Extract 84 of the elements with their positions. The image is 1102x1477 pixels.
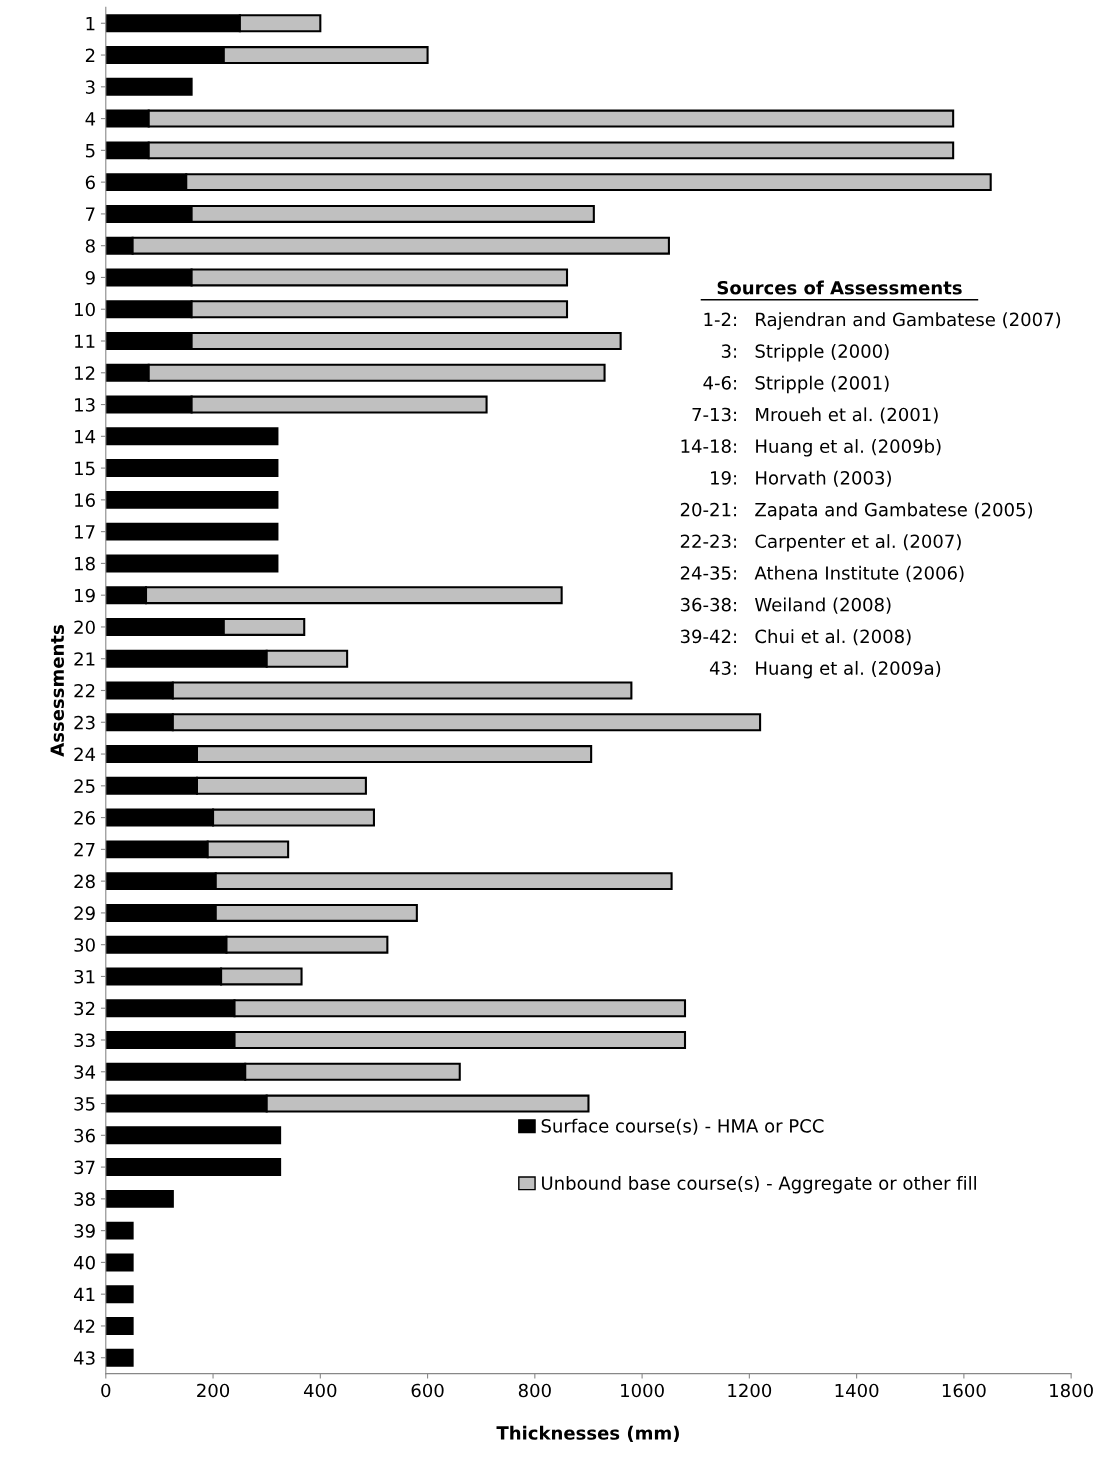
annotation: 14-18: Huang et al. (2009b): [681, 439, 941, 457]
y-tick-label: 24: [74, 747, 96, 761]
x-tick-label: 1200: [728, 1383, 772, 1398]
annotation: 1-2: Rajendran and Gambatese (2007): [704, 312, 1061, 330]
y-tick-label: 5: [85, 144, 95, 158]
y-tick-label: 25: [74, 779, 95, 793]
y-tick-label: 6: [85, 175, 95, 190]
x-tick-label: 1800: [1050, 1383, 1093, 1398]
x-axis-title: Thicknesses (mm): [496, 1425, 679, 1442]
annotation: 3: Stripple (2000): [721, 343, 889, 362]
y-tick-label: 38: [74, 1192, 95, 1206]
y-tick-label: 13: [75, 398, 95, 412]
bar: [105, 1158, 282, 1177]
y-tick-label: 18: [75, 556, 95, 571]
y-tick-label: 20: [74, 620, 95, 635]
y-tick-label: 19: [75, 588, 95, 603]
annotation: 22-23: Carpenter et al. (2007): [680, 534, 961, 552]
x-tick-label: 600: [411, 1383, 444, 1398]
y-tick-label: 29: [74, 906, 95, 921]
y-tick-label: 31: [74, 969, 95, 984]
y-tick-label: 32: [74, 1001, 95, 1016]
y-tick-label: 9: [85, 270, 95, 285]
y-tick-label: 11: [75, 334, 95, 348]
y-tick-label: 8: [85, 239, 95, 253]
bar: [105, 459, 279, 478]
x-tick-label: 800: [518, 1383, 551, 1398]
annotation: 19: Horvath (2003): [711, 470, 891, 487]
y-tick-label: 30: [74, 938, 95, 952]
y-tick-label: 7: [86, 207, 95, 221]
bar: [105, 522, 279, 541]
annotation: 36-38: Weiland (2008): [680, 597, 891, 614]
y-tick-label: 33: [74, 1033, 95, 1048]
y-tick-label: 36: [74, 1128, 95, 1143]
x-tick-label: 1400: [835, 1383, 879, 1398]
bar: [105, 1126, 282, 1145]
x-tick-label: 0: [101, 1383, 111, 1398]
y-tick-label: 43: [73, 1351, 95, 1365]
bar: [105, 427, 279, 446]
y-tick-label: 12: [75, 366, 95, 380]
y-tick-label: 23: [74, 715, 95, 730]
y-tick-label: 14: [75, 430, 96, 444]
y-tick-label: 1: [86, 16, 95, 31]
x-tick-label: 200: [197, 1383, 230, 1398]
x-tick-label: 400: [303, 1383, 337, 1398]
y-tick-label: 21: [74, 652, 95, 666]
y-tick-label: 10: [75, 302, 95, 317]
y-tick-label: 35: [74, 1097, 95, 1111]
y-tick-label: 41: [73, 1287, 95, 1302]
x-tick-label: 1600: [942, 1383, 986, 1398]
y-axis-title: Assessments: [50, 625, 65, 757]
bar: [105, 554, 279, 573]
y-tick-label: 34: [74, 1065, 96, 1079]
annotation: 20-21: Zapata and Gambatese (2005): [680, 502, 1033, 520]
y-tick-label: 22: [74, 683, 95, 698]
y-tick-label: 15: [75, 461, 95, 476]
y-tick-label: 16: [75, 493, 95, 507]
y-tick-label: 28: [74, 874, 95, 889]
y-tick-label: 3: [85, 80, 95, 94]
annotation: 24-35: Athena Institute (2006): [680, 565, 964, 582]
annotation: 39-42: Chui et al. (2008): [680, 629, 911, 646]
y-tick-label: 17: [75, 525, 95, 539]
bar: [105, 490, 279, 509]
legend-label: Surface course(s) - HMA or PCC: [541, 1118, 824, 1135]
y-tick-label: 39: [74, 1224, 95, 1238]
bar: [105, 77, 193, 96]
annotation: Sources of Assessments: [717, 280, 962, 295]
y-tick-label: 27: [74, 842, 95, 857]
bar: [105, 1189, 174, 1208]
y-tick-label: 42: [73, 1319, 95, 1333]
bar: [105, 1285, 134, 1304]
annotation: 43: Huang et al. (2009a): [709, 660, 941, 679]
bar: [105, 1348, 134, 1367]
x-tick-label: 1000: [621, 1383, 664, 1398]
y-tick-label: 26: [74, 811, 95, 825]
legend-label: Unbound base course(s) - Aggregate or other fill: [542, 1175, 976, 1194]
y-tick-label: 2: [85, 48, 95, 62]
y-tick-label: 4: [85, 112, 96, 126]
bar: [105, 1316, 134, 1335]
y-tick-label: 37: [74, 1160, 95, 1175]
annotation: 7-13: Mroueh et al. (2001): [692, 407, 938, 424]
bar: [105, 1221, 134, 1240]
annotation: 4-6: Stripple (2001): [703, 375, 889, 394]
y-tick-label: 40: [73, 1255, 95, 1270]
bar: [105, 1253, 134, 1272]
